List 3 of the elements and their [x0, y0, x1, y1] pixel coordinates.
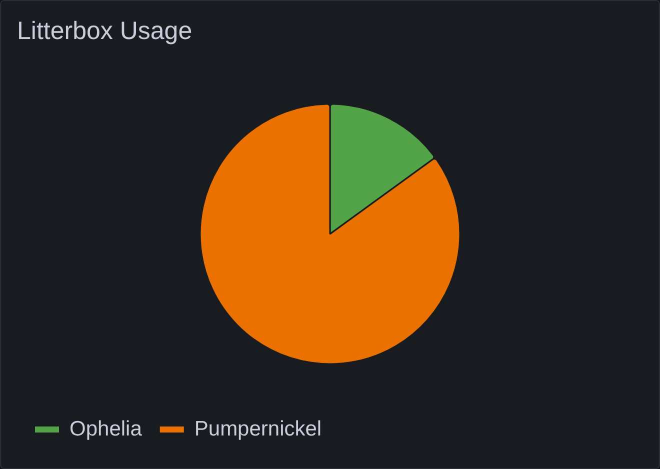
legend-label: Pumpernickel	[194, 417, 322, 440]
legend-label: Ophelia	[70, 417, 142, 440]
chart-title: Litterbox Usage	[17, 16, 192, 45]
